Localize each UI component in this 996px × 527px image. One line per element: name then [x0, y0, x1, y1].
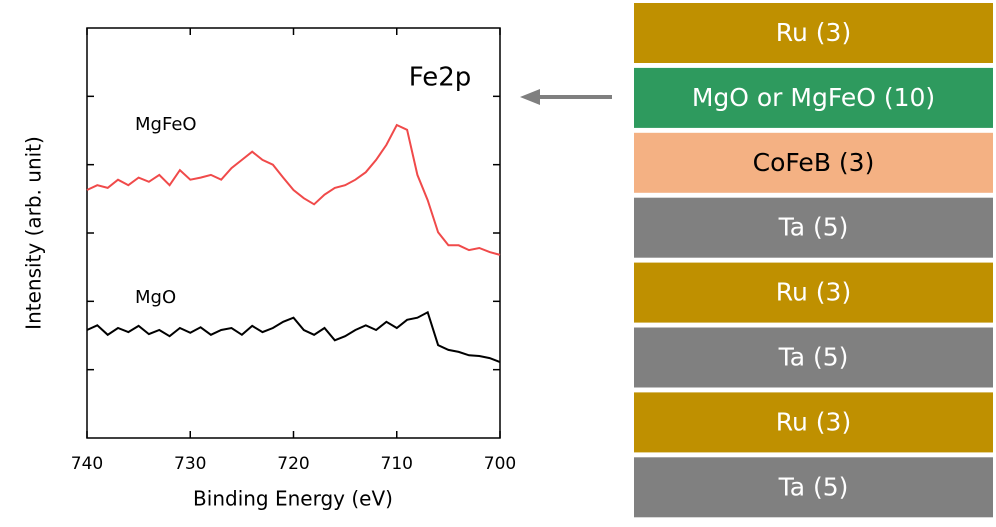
x-tick-label: 720: [277, 454, 309, 474]
series-line: [86, 123, 501, 256]
x-tick-label: 730: [174, 454, 206, 474]
x-tick-label: 740: [71, 454, 103, 474]
arrow: [520, 89, 612, 105]
annotation: Fe2p: [409, 63, 472, 93]
series-line: [86, 310, 501, 364]
layer-label: Ru (3): [776, 18, 851, 47]
layer: [634, 3, 993, 63]
layer-label: CoFeB (3): [753, 148, 875, 177]
series-label: MgO: [135, 287, 176, 308]
layer: [634, 132, 993, 193]
x-tick-label: 710: [381, 454, 413, 474]
layer: [634, 457, 993, 518]
series-label: MgFeO: [135, 114, 197, 135]
layer-label: Ta (5): [778, 213, 849, 242]
layer-label: MgO or MgFeO (10): [692, 83, 935, 112]
x-axis-label: Binding Energy (eV): [193, 487, 393, 511]
layer-label: Ru (3): [776, 278, 851, 307]
layer: [634, 392, 993, 453]
x-tick-label: 700: [484, 454, 516, 474]
y-axis-label: Intensity (arb. unit): [22, 136, 46, 330]
layer: [634, 262, 993, 323]
layer: [634, 327, 993, 388]
layer: [634, 197, 993, 258]
layer-label: Ru (3): [776, 407, 851, 436]
layer: [634, 67, 993, 128]
layer-label: Ta (5): [778, 343, 849, 372]
layer-label: Ta (5): [778, 472, 849, 501]
